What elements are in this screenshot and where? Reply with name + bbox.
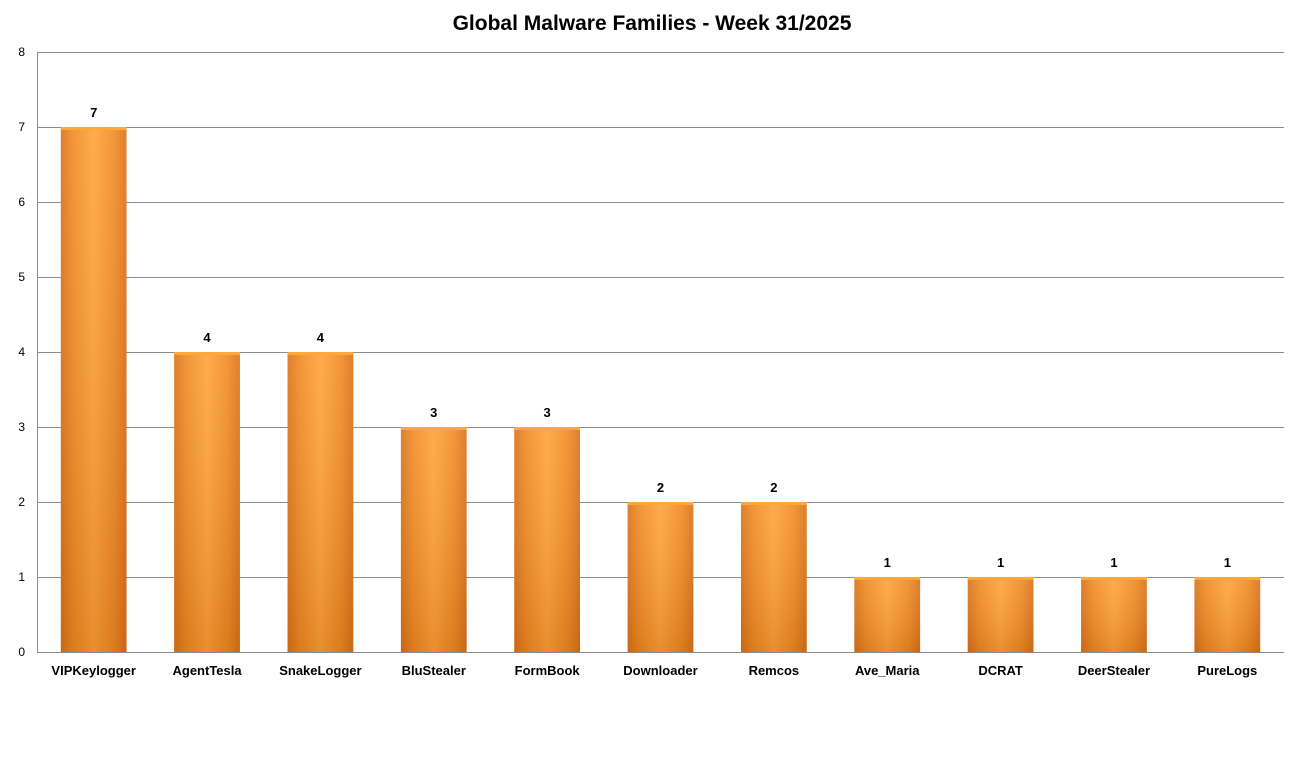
bar-shade (740, 502, 807, 652)
data-label: 7 (90, 105, 97, 120)
y-tick-label: 3 (18, 420, 25, 434)
axes (37, 52, 1284, 653)
bar-shade (967, 577, 1034, 652)
bar-top-bevel (967, 577, 1034, 580)
x-tick-label: DCRAT (978, 663, 1023, 678)
y-tick-label: 8 (18, 45, 25, 59)
bar-top-bevel (287, 352, 354, 355)
data-label: 4 (203, 330, 211, 345)
x-tick-label: Remcos (749, 663, 800, 678)
x-tick-label: SnakeLogger (279, 663, 361, 678)
bar-top-bevel (514, 427, 581, 430)
data-label: 2 (770, 480, 777, 495)
data-label: 1 (884, 555, 891, 570)
data-label: 3 (544, 405, 551, 420)
y-tick-label: 2 (18, 495, 25, 509)
y-tick-label: 7 (18, 120, 25, 134)
bar-shade (514, 427, 581, 652)
bar-shade (60, 127, 127, 652)
data-label: 1 (997, 555, 1004, 570)
labels: 0 1 2 3 4 5 6 7 8 7 VIPKeylogger 4 AgentTesla 4 SnakeL… (18, 45, 1257, 678)
bar-top-bevel (174, 352, 240, 355)
bar-top-bevel (1081, 577, 1147, 580)
chart-title: Global Malware Families - Week 31/2025 (452, 12, 852, 35)
bar-top-bevel (627, 502, 694, 505)
data-label: 4 (317, 330, 325, 345)
y-tick-label: 5 (18, 270, 25, 284)
bar-shade (1081, 577, 1147, 652)
x-tick-label: AgentTesla (172, 663, 242, 678)
data-label: 3 (430, 405, 437, 420)
y-tick-label: 4 (18, 345, 25, 359)
data-label: 2 (657, 480, 664, 495)
bar-shade (1194, 577, 1261, 652)
bar-shade (287, 352, 354, 652)
x-tick-label: Downloader (623, 663, 697, 678)
x-tick-label: Ave_Maria (855, 663, 920, 678)
bar-top-bevel (740, 502, 807, 505)
x-tick-label: VIPKeylogger (51, 663, 136, 678)
bar-shade (174, 352, 240, 652)
y-tick-label: 0 (18, 645, 25, 659)
x-tick-label: BluStealer (402, 663, 466, 678)
data-label: 1 (1110, 555, 1117, 570)
bar-top-bevel (1194, 577, 1261, 580)
x-tick-label: FormBook (515, 663, 581, 678)
x-tick-label: DeerStealer (1078, 663, 1150, 678)
y-tick-label: 1 (18, 570, 25, 584)
bars (60, 127, 1261, 652)
x-tick-label: PureLogs (1197, 663, 1257, 678)
bar-top-bevel (854, 577, 921, 580)
y-tick-label: 6 (18, 195, 25, 209)
bar-top-bevel (60, 127, 127, 130)
bar-shade (854, 577, 921, 652)
bar-shade (400, 427, 467, 652)
bar-top-bevel (400, 427, 467, 430)
bar-shade (627, 502, 694, 652)
data-label: 1 (1224, 555, 1231, 570)
